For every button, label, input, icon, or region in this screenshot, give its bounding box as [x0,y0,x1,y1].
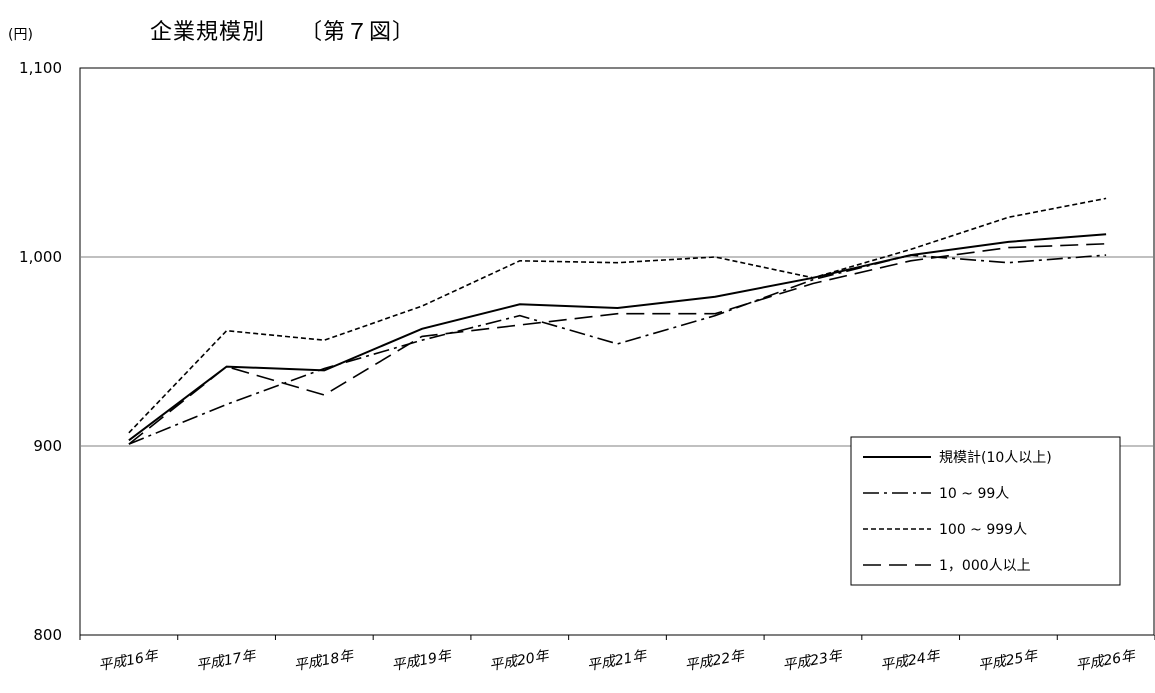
x-tick-label: 平成16年 [97,648,161,674]
x-tick-label: 平成19年 [391,648,455,674]
x-tick-label: 平成20年 [488,648,552,674]
series-line [128,254,1107,445]
legend-box [850,436,1121,586]
chart-title: 企業規模別 〔第７図〕 [150,20,416,45]
y-axis-unit-label: (円) [8,27,33,43]
series-line [128,243,1107,445]
y-tick-label: 800 [33,626,62,644]
y-tick-label: 900 [33,437,62,455]
series-line [128,233,1107,442]
legend-label: 1，000人以上 [939,558,1031,574]
x-tick-label: 平成21年 [586,648,650,674]
x-tick-label: 平成26年 [1075,648,1139,674]
plot-area-frame [79,67,1155,636]
y-tick-label: 1,100 [19,59,62,77]
x-tick-label: 平成23年 [781,648,845,674]
x-tick-label: 平成25年 [977,648,1041,674]
legend-label: 10 ~ 99人 [939,486,1009,502]
x-tick-label: 平成24年 [879,648,943,674]
x-tick-label: 平成22年 [684,648,748,674]
x-tick-label: 平成17年 [195,648,259,674]
y-tick-label: 1,000 [19,248,62,266]
legend-label: 規模計(10人以上) [939,450,1052,466]
x-tick-label: 平成18年 [293,648,357,674]
series-line [128,197,1107,434]
legend-label: 100 ~ 999人 [939,522,1027,538]
